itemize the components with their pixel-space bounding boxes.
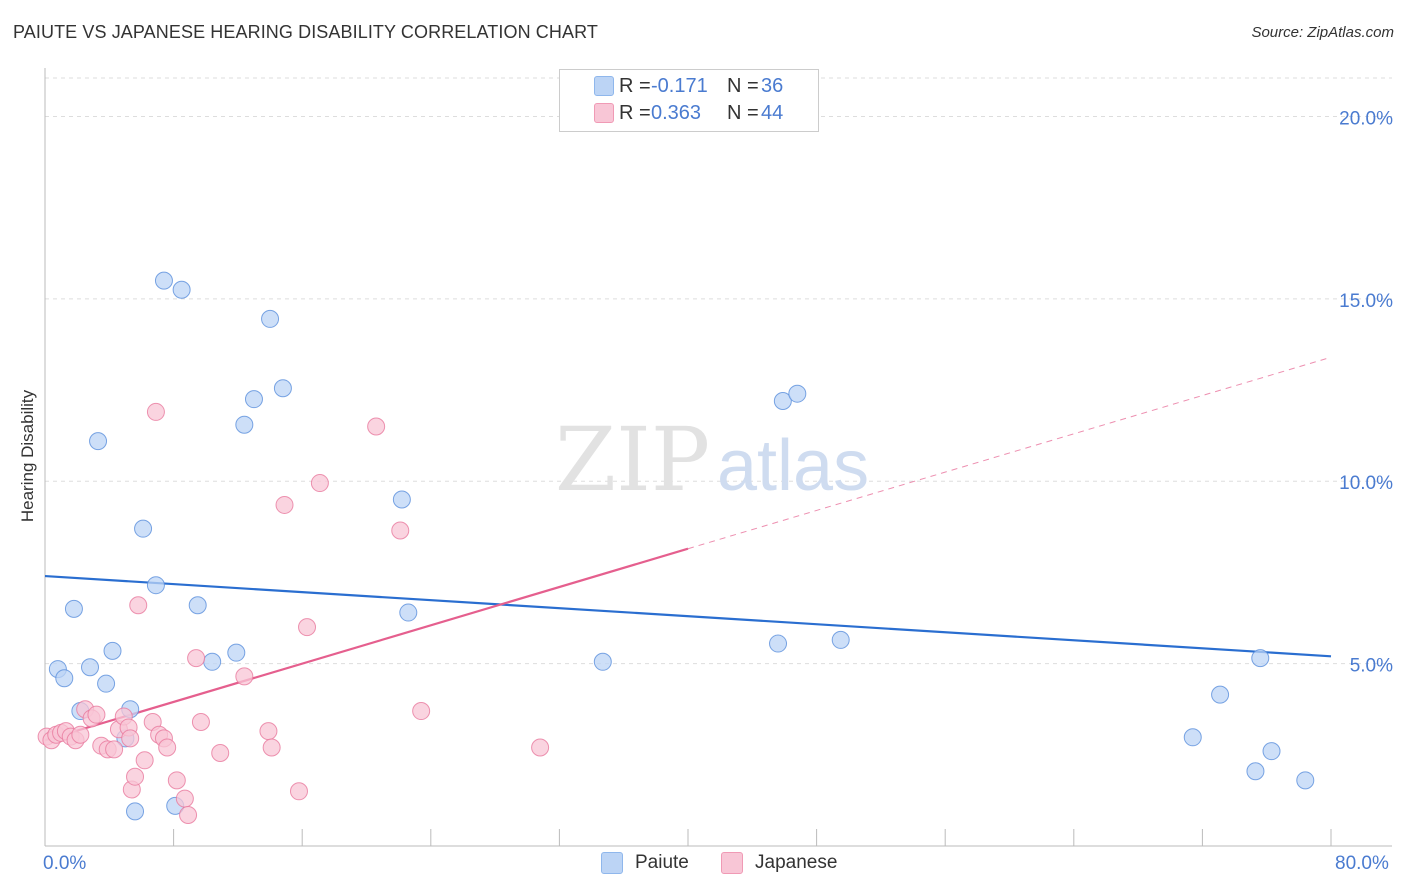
n-value: 44 [761, 101, 784, 124]
paiute-point [392, 490, 411, 509]
chart-title: PAIUTE VS JAPANESE HEARING DISABILITY CO… [13, 22, 598, 42]
tick-labels: 5.0% 10.0% 15.0% 20.0% [1339, 108, 1393, 676]
japanese-point [310, 474, 329, 493]
japanese-point [262, 738, 281, 757]
r-value: -0.171 [651, 74, 708, 97]
japanese-point [167, 771, 186, 790]
paiute-point [64, 599, 83, 618]
paiute-point [188, 596, 207, 615]
japanese-point [391, 521, 410, 540]
paiute-point [1262, 742, 1281, 761]
paiute-point [81, 658, 100, 677]
japanese-point [211, 743, 230, 762]
japanese-point [298, 618, 317, 637]
japanese-point [259, 722, 278, 741]
paiute-point [134, 519, 153, 538]
japanese-point [187, 649, 206, 668]
stats-legend: R = -0.171 N = 36 R = 0.363 N = 44 [559, 69, 819, 132]
paiute-point [227, 643, 246, 662]
paiute-point [89, 432, 108, 451]
japanese-point [367, 417, 386, 436]
japanese-point [71, 725, 90, 744]
japanese-point [129, 596, 148, 615]
legend-item-paiute[interactable]: Paiute [601, 852, 689, 874]
japanese-point [191, 712, 210, 731]
paiute-point [1251, 649, 1270, 668]
japanese-point [412, 702, 431, 721]
x-tick-label-max: 80.0% [1335, 853, 1389, 874]
r-label: R = [619, 74, 651, 97]
paiute-trendline [44, 574, 1332, 658]
japanese-point [235, 667, 254, 686]
paiute-legend-swatch [601, 852, 623, 874]
paiute-point [244, 390, 263, 409]
paiute-point [103, 641, 122, 660]
japanese-point [158, 738, 177, 757]
points [37, 271, 1315, 824]
y-axis-title: Hearing Disability [18, 389, 37, 523]
paiute-point [773, 391, 792, 410]
japanese-trendline-extension [687, 356, 1332, 550]
legend-row-japanese: R = 0.363 N = 44 [594, 100, 784, 126]
japanese-trendline [44, 547, 689, 742]
paiute-point [273, 379, 292, 398]
japanese-point [275, 495, 294, 514]
watermark: ZIP atlas [555, 408, 869, 511]
y-tick-label: 10.0% [1339, 473, 1393, 494]
y-tick-label: 5.0% [1350, 656, 1393, 677]
watermark-zip: ZIP [555, 408, 710, 511]
gridlines [45, 77, 1392, 665]
japanese-point [289, 782, 308, 801]
legend-row-paiute: R = -0.171 N = 36 [594, 73, 784, 99]
paiute-point [1246, 762, 1265, 781]
legend-label-japanese: Japanese [755, 852, 838, 873]
japanese-point [146, 402, 165, 421]
paiute-point [55, 669, 74, 688]
paiute-point [126, 802, 145, 821]
y-tick-label: 15.0% [1339, 291, 1393, 312]
paiute-swatch [594, 76, 614, 96]
japanese-point [135, 751, 154, 770]
paiute-point [154, 271, 173, 290]
series-legend: Paiute Japanese [0, 852, 1406, 878]
japanese-point [87, 705, 106, 724]
japanese-point [126, 767, 145, 786]
axes [44, 68, 1392, 847]
legend-item-japanese[interactable]: Japanese [721, 852, 837, 874]
paiute-point [1211, 685, 1230, 704]
japanese-point [179, 805, 198, 824]
paiute-point [399, 603, 418, 622]
watermark-atlas: atlas [717, 426, 869, 506]
source-label: Source: ZipAtlas.com [1251, 24, 1394, 41]
paiute-point [593, 652, 612, 671]
paiute-point [172, 280, 191, 299]
paiute-point [97, 674, 116, 693]
paiute-point [146, 576, 165, 595]
legend-label-paiute: Paiute [635, 852, 689, 873]
r-value: 0.363 [651, 101, 702, 124]
paiute-point [769, 634, 788, 653]
trendlines [44, 356, 1332, 742]
paiute-point [261, 309, 280, 328]
paiute-point [788, 384, 807, 403]
y-tick-label: 20.0% [1339, 108, 1393, 129]
japanese-legend-swatch [721, 852, 743, 874]
japanese-point [105, 740, 124, 759]
japanese-point [531, 738, 550, 757]
paiute-point [831, 630, 850, 649]
n-label: N = [727, 74, 759, 97]
paiute-point [203, 652, 222, 671]
paiute-point [1183, 728, 1202, 747]
paiute-point [235, 415, 254, 434]
japanese-point [175, 789, 194, 808]
japanese-point [121, 729, 140, 748]
japanese-swatch [594, 103, 614, 123]
x-tick-label-min: 0.0% [43, 853, 87, 874]
r-label: R = [619, 101, 651, 124]
n-label: N = [727, 101, 759, 124]
n-value: 36 [761, 74, 784, 97]
paiute-point [1296, 771, 1315, 790]
